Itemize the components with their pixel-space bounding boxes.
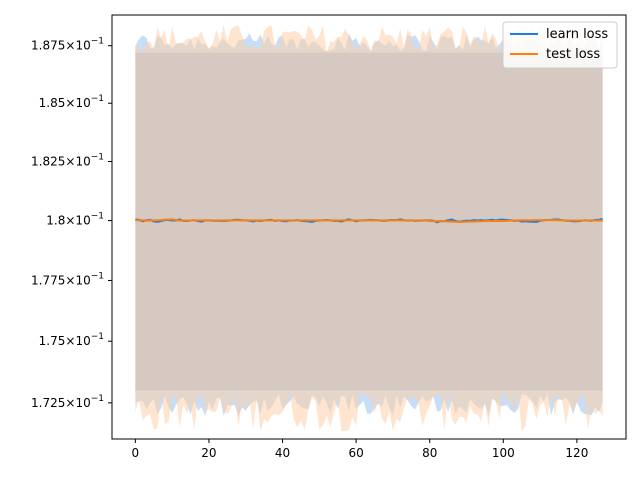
- x-tick-label: 20: [201, 446, 216, 460]
- y-tick-label: 1.725×10−1: [31, 394, 104, 410]
- x-tick-label: 120: [565, 446, 588, 460]
- x-tick-label: 60: [348, 446, 363, 460]
- legend-label-learn-loss: learn loss: [546, 27, 608, 42]
- uncertainty-bands: [135, 24, 603, 432]
- y-tick-label: 1.85×10−1: [39, 94, 104, 110]
- legend: learn loss test loss: [502, 21, 618, 69]
- line-test-loss: [135, 218, 603, 223]
- plot-area-frame: [111, 14, 627, 440]
- y-tick-label: 1.775×10−1: [31, 271, 104, 287]
- x-tick-label: 40: [275, 446, 290, 460]
- x-tick-label: 100: [492, 446, 515, 460]
- x-tick-label: 0: [132, 446, 140, 460]
- y-tick-label: 1.825×10−1: [31, 152, 104, 168]
- y-tick-label: 1.875×10−1: [31, 37, 104, 53]
- y-tick-label: 1.8×10−1: [46, 212, 104, 228]
- x-tick-label: 80: [422, 446, 437, 460]
- y-axis: 1.725×10−1 1.75×10−1 1.775×10−1 1.8×10−1 1.8…: [31, 37, 112, 410]
- y-tick-label: 1.75×10−1: [39, 332, 104, 348]
- series-lines: [135, 217, 603, 224]
- legend-label-test-loss: test loss: [546, 47, 600, 62]
- x-axis: 0 20 40 60 80 100 120: [132, 439, 588, 460]
